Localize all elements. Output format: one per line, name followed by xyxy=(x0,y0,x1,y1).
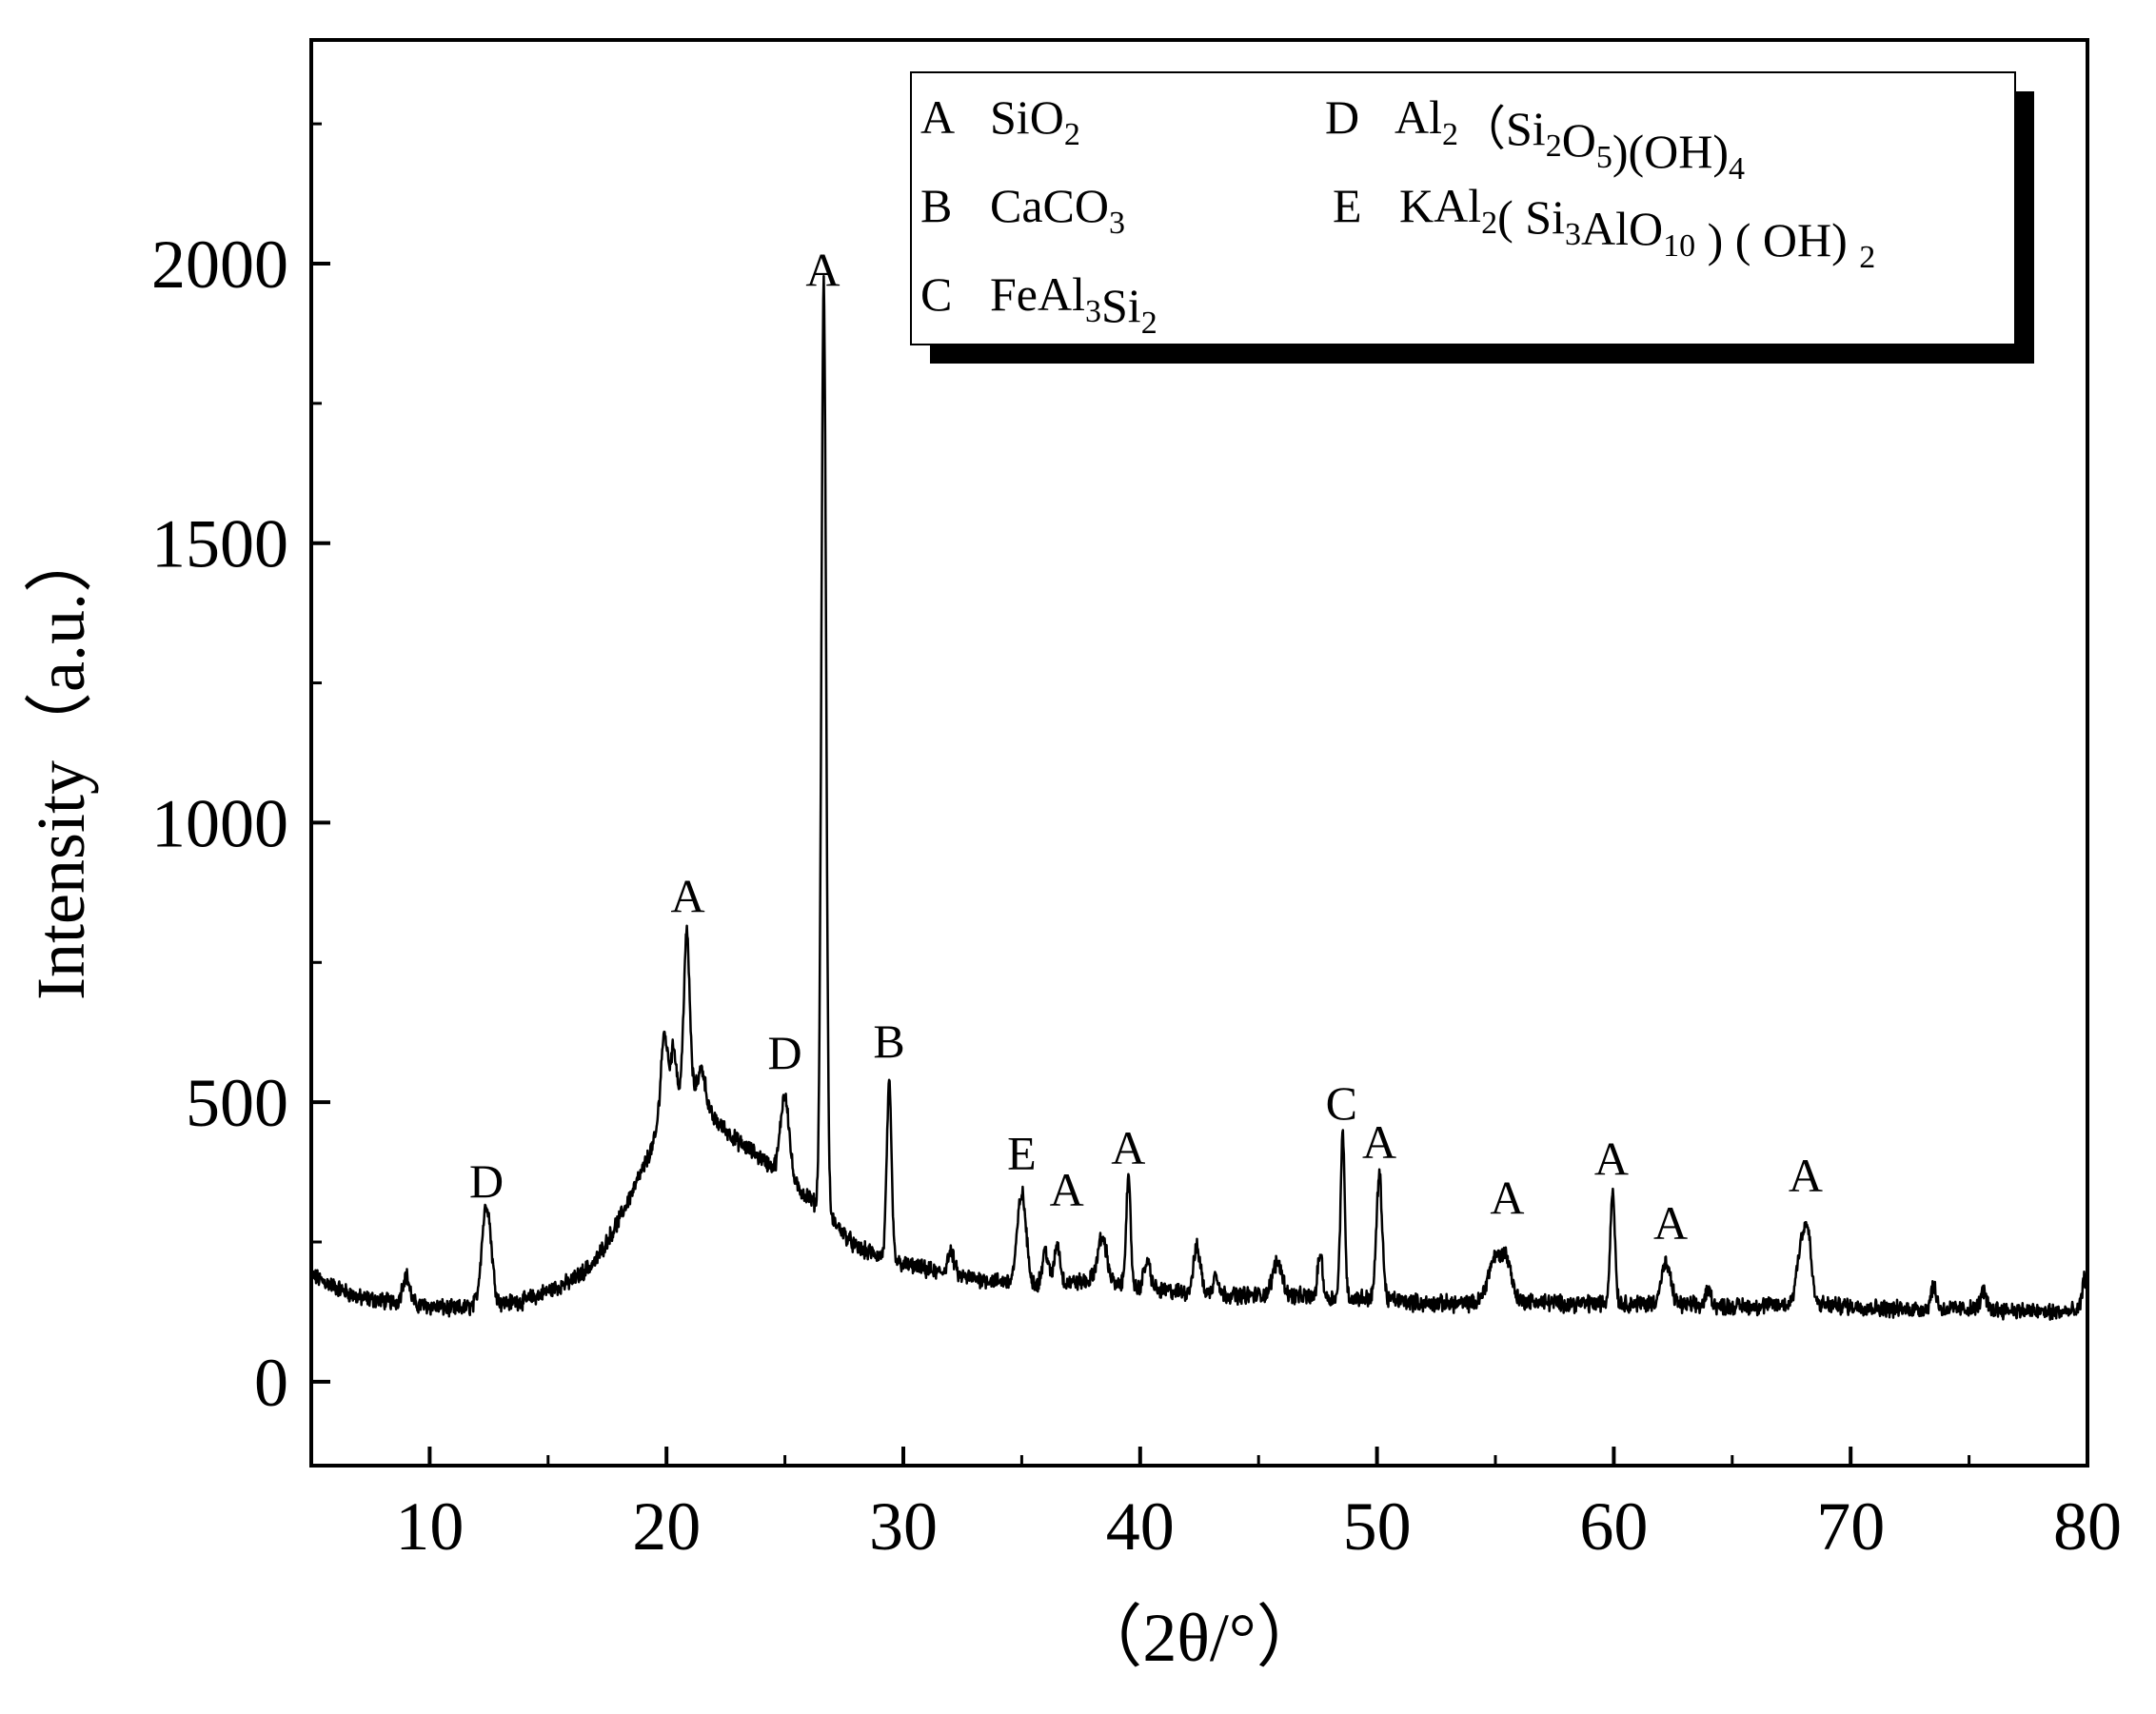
peak-label-A: A xyxy=(1490,1172,1524,1225)
legend-box xyxy=(910,71,2016,345)
peak-label-B: B xyxy=(873,1015,904,1068)
x-tick-label: 30 xyxy=(869,1488,938,1565)
x-tick-label: 50 xyxy=(1343,1488,1412,1565)
peak-label-D: D xyxy=(469,1154,504,1208)
legend-formula-D: Al2（Si2O5)(OH)4 xyxy=(1394,90,1745,187)
y-tick-label: 1500 xyxy=(151,506,288,582)
peak-label-A: A xyxy=(805,243,840,296)
x-tick-label: 80 xyxy=(2053,1488,2122,1565)
axes-layer: 10 20 30 40 50 60 70 80 0 500 1000 1500 2000 xyxy=(151,122,2122,1565)
y-tick-label: 1000 xyxy=(151,785,288,861)
peak-label-A: A xyxy=(1111,1121,1145,1174)
plot-frame xyxy=(309,38,2089,1468)
x-tick-label: 70 xyxy=(1816,1488,1885,1565)
peak-label-D: D xyxy=(768,1026,802,1079)
peak-label-A: A xyxy=(1653,1196,1688,1250)
y-axis-title: Intensity（a.u.） xyxy=(23,524,99,1000)
data-layer xyxy=(309,274,2089,1321)
legend-formula-E: KAl2( Si3AlO10 ) ( OH) 2 xyxy=(1399,179,1875,275)
x-tick-label: 40 xyxy=(1106,1488,1175,1565)
x-axis-title: （2θ/°） xyxy=(1074,1600,1324,1676)
legend-letter-D: D xyxy=(1325,90,1359,144)
legend: A SiO2 B CaCO3 C FeAl3Si2 D Al2（Si2O5)(OH)4 E KAl… xyxy=(910,71,2034,364)
legend-formula-C: FeAl3Si2 xyxy=(990,267,1157,341)
peak-label-E: E xyxy=(1007,1127,1037,1180)
legend-letter-B: B xyxy=(920,179,952,232)
peak-label-A: A xyxy=(671,869,705,922)
legend-formula-B: CaCO3 xyxy=(990,179,1125,241)
y-tick-label: 2000 xyxy=(151,227,288,303)
peak-label-A: A xyxy=(1789,1149,1823,1202)
legend-formula-A: SiO2 xyxy=(990,90,1080,152)
xrd-pattern-line xyxy=(309,274,2089,1321)
x-tick-label: 10 xyxy=(395,1488,464,1565)
peak-label-A: A xyxy=(1594,1133,1629,1186)
y-tick-label: 500 xyxy=(186,1065,288,1141)
peak-label-A: A xyxy=(1362,1115,1396,1169)
legend-letter-C: C xyxy=(920,267,952,321)
peak-label-A: A xyxy=(1050,1163,1084,1216)
legend-letter-E: E xyxy=(1333,179,1362,232)
x-tick-label: 20 xyxy=(632,1488,701,1565)
peak-label-C: C xyxy=(1326,1076,1357,1130)
x-tick-label: 60 xyxy=(1579,1488,1648,1565)
y-tick-label: 0 xyxy=(254,1345,288,1421)
legend-letter-A: A xyxy=(920,90,955,144)
